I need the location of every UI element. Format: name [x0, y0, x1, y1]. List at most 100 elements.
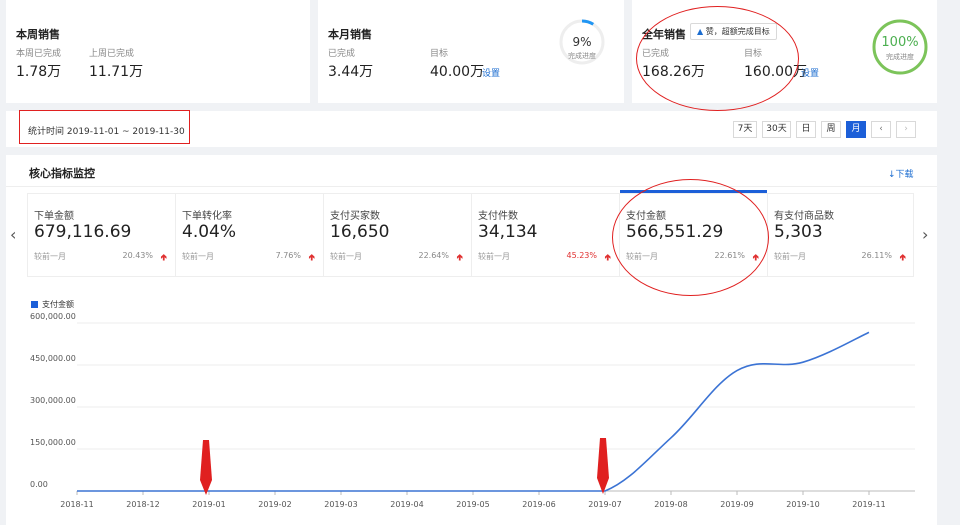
chart-legend[interactable]: 支付金额 — [31, 299, 74, 310]
monthly-sales-title: 本月销售 — [328, 28, 372, 41]
metric-compare: 较前一月 — [330, 252, 362, 261]
yearly-set-link[interactable]: 设置 — [801, 69, 820, 79]
range-prev-button[interactable]: ‹ — [871, 121, 891, 138]
range-30d-button[interactable]: 30天 — [762, 121, 791, 138]
metric-compare: 较前一月 — [626, 252, 658, 261]
range-next-button[interactable]: › — [896, 121, 916, 138]
metric-paid-amount[interactable]: 支付金额 566,551.29 较前一月 22.61% 🢁 — [620, 193, 768, 277]
metric-compare: 较前一月 — [774, 252, 806, 261]
monthly-target-label: 目标 — [430, 49, 449, 59]
x-tick-label: 2019-11 — [852, 500, 886, 509]
metric-pct: 22.61% — [714, 251, 745, 260]
yearly-progress-text: 100% — [881, 35, 919, 50]
metric-label: 下单金额 — [34, 211, 74, 222]
x-tick-label: 2019-09 — [720, 500, 754, 509]
metrics-next-arrow[interactable]: › — [922, 225, 929, 244]
weekly-done-label: 本周已完成 — [16, 49, 62, 59]
x-tick-label: 2019-06 — [522, 500, 556, 509]
core-metrics-title: 核心指标监控 — [29, 167, 95, 180]
red-arrow-annotation — [200, 440, 212, 495]
monthly-done-value: 3.44万 — [328, 64, 374, 80]
yearly-progress-ring — [872, 19, 928, 75]
metric-label: 有支付商品数 — [774, 211, 834, 222]
yearly-progress-label: 完成进度 — [886, 53, 914, 61]
monthly-target-value: 40.00万 — [430, 64, 485, 80]
metric-label: 支付件数 — [478, 211, 518, 222]
range-7d-button[interactable]: 7天 — [733, 121, 757, 138]
metric-paid-items[interactable]: 支付件数 34,134 较前一月 45.23% 🢁 — [472, 193, 620, 277]
x-tick-label: 2018-11 — [60, 500, 94, 509]
download-icon: ↓ — [888, 170, 896, 180]
x-tick-label: 2019-04 — [390, 500, 424, 509]
weekly-done-value: 1.78万 — [16, 64, 62, 80]
range-week-button[interactable]: 周 — [821, 121, 841, 138]
y-tick-label: 600,000.00 — [30, 312, 76, 321]
metric-value: 5,303 — [774, 222, 823, 242]
monthly-set-link[interactable]: 设置 — [482, 69, 501, 79]
yearly-badge: ▲ 赞，超额完成目标 — [690, 23, 777, 40]
legend-swatch — [31, 301, 38, 308]
metric-value: 16,650 — [330, 222, 390, 242]
download-link[interactable]: ↓下载 — [888, 167, 914, 180]
arrow-up-icon: 🢁 — [604, 253, 611, 263]
x-tick-label: 2019-08 — [654, 500, 688, 509]
monthly-progress-text: 9% — [572, 35, 592, 49]
yearly-done-value: 168.26万 — [642, 64, 705, 80]
range-day-button[interactable]: 日 — [796, 121, 816, 138]
arrow-up-icon: 🢁 — [160, 253, 167, 263]
metric-pct: 26.11% — [861, 251, 892, 260]
thumbs-up-icon: ▲ — [697, 27, 704, 36]
monthly-progress-label: 完成进度 — [568, 52, 596, 60]
x-tick-label: 2019-03 — [324, 500, 358, 509]
stat-range-text: 统计时间 2019-11-01 ~ 2019-11-30 — [28, 127, 185, 137]
x-tick-label: 2019-07 — [588, 500, 622, 509]
monthly-done-label: 已完成 — [328, 49, 356, 59]
x-tick-label: 2018-12 — [126, 500, 160, 509]
monthly-progress-ring — [559, 19, 605, 65]
selected-metric-indicator — [620, 190, 767, 193]
y-tick-label: 0.00 — [30, 480, 48, 489]
yearly-done-label: 已完成 — [642, 49, 670, 59]
metric-order-conversion[interactable]: 下单转化率 4.04% 较前一月 7.76% 🢁 — [176, 193, 324, 277]
yearly-target-value: 160.00万 — [744, 64, 807, 80]
metric-value: 34,134 — [478, 222, 538, 242]
weekly-sales-card: 本周销售 本周已完成 1.78万 上周已完成 11.71万 — [6, 0, 310, 103]
metric-value: 4.04% — [182, 222, 237, 242]
x-tick-label: 2019-01 — [192, 500, 226, 509]
arrow-up-icon: 🢁 — [899, 253, 906, 263]
metrics-prev-arrow[interactable]: ‹ — [10, 225, 17, 244]
yearly-target-label: 目标 — [744, 49, 763, 59]
yearly-sales-card: 全年销售 ▲ 赞，超额完成目标 已完成 168.26万 目标 160.00万 设… — [632, 0, 937, 103]
metric-paying-buyers[interactable]: 支付买家数 16,650 较前一月 22.64% 🢁 — [324, 193, 472, 277]
chevron-right-icon: › — [904, 124, 908, 134]
series-line-paid-amount — [76, 331, 870, 492]
yearly-progress-arc — [872, 19, 928, 75]
metric-order-amount[interactable]: 下单金额 679,116.69 较前一月 20.43% 🢁 — [28, 193, 176, 277]
stat-range-highlight — [19, 110, 190, 144]
metric-paid-products[interactable]: 有支付商品数 5,303 较前一月 26.11% 🢁 — [768, 193, 914, 277]
arrow-up-icon: 🢁 — [752, 253, 759, 263]
weekly-last-value: 11.71万 — [89, 64, 144, 80]
weekly-last-label: 上周已完成 — [89, 49, 135, 59]
x-tick-label: 2019-05 — [456, 500, 490, 509]
monthly-sales-card: 本月销售 已完成 3.44万 目标 40.00万 设置 9% 完成进度 — [318, 0, 624, 103]
x-tick-label: 2019-10 — [786, 500, 820, 509]
metric-pct: 20.43% — [122, 251, 153, 260]
metric-pct: 22.64% — [418, 251, 449, 260]
metric-value: 566,551.29 — [626, 222, 724, 242]
range-month-button[interactable]: 月 — [846, 121, 866, 138]
weekly-sales-title: 本周销售 — [16, 28, 60, 41]
legend-label: 支付金额 — [42, 300, 74, 309]
yearly-badge-text: 赞，超额完成目标 — [705, 27, 770, 36]
metric-pct: 7.76% — [275, 251, 301, 260]
y-tick-label: 450,000.00 — [30, 354, 76, 363]
arrow-up-icon: 🢁 — [456, 253, 463, 263]
core-divider — [6, 186, 937, 187]
chevron-left-icon: ‹ — [879, 124, 883, 134]
metric-value: 679,116.69 — [34, 222, 132, 242]
monthly-progress-arc — [559, 19, 605, 65]
download-label: 下载 — [895, 170, 914, 180]
yearly-sales-title: 全年销售 — [642, 28, 686, 41]
metric-label: 支付金额 — [626, 211, 666, 222]
